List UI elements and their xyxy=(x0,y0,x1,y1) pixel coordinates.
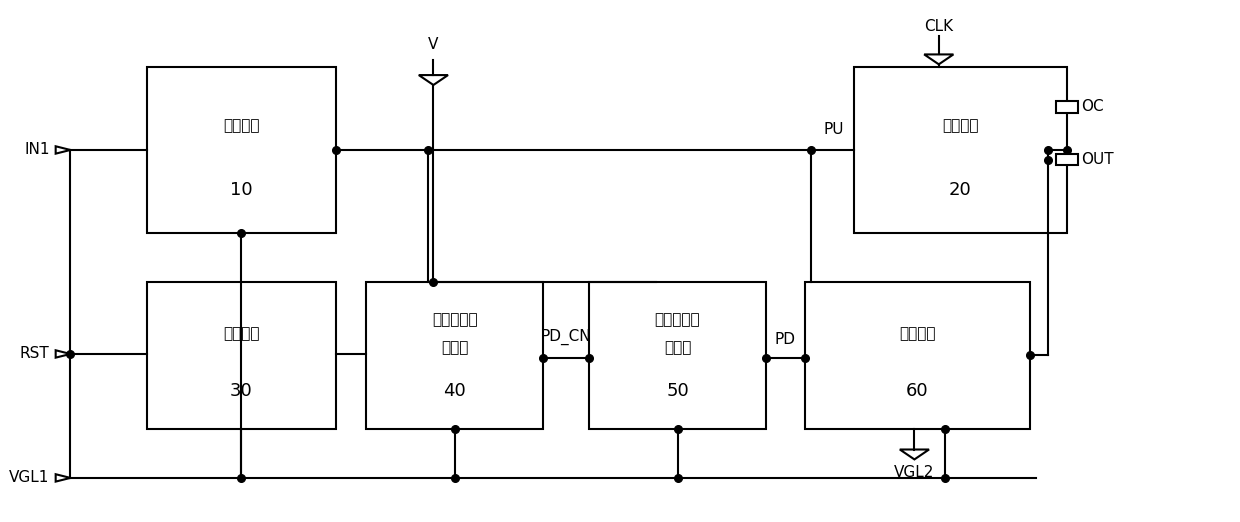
Text: OUT: OUT xyxy=(1081,152,1114,168)
Bar xyxy=(366,282,543,429)
Text: 制电路: 制电路 xyxy=(663,340,691,355)
Text: IN1: IN1 xyxy=(24,143,50,158)
Bar xyxy=(1055,101,1078,113)
Bar xyxy=(1055,155,1078,165)
Bar xyxy=(589,282,766,429)
Text: 50: 50 xyxy=(666,382,689,399)
Bar xyxy=(805,282,1030,429)
Text: PD: PD xyxy=(774,332,795,347)
Bar xyxy=(148,282,336,429)
Text: CLK: CLK xyxy=(924,19,954,34)
Text: 下拉电路: 下拉电路 xyxy=(899,326,936,341)
Text: 制电路: 制电路 xyxy=(441,340,469,355)
Text: PD_CN: PD_CN xyxy=(541,329,591,345)
Text: 10: 10 xyxy=(231,181,253,199)
Text: 30: 30 xyxy=(231,382,253,399)
Text: VGL1: VGL1 xyxy=(9,470,50,485)
Text: PU: PU xyxy=(823,122,843,137)
Text: 输入电路: 输入电路 xyxy=(223,117,259,133)
Text: 输出电路: 输出电路 xyxy=(942,117,978,133)
Text: 第二下拉控: 第二下拉控 xyxy=(655,313,701,327)
Bar xyxy=(148,67,336,233)
Text: 40: 40 xyxy=(443,382,466,399)
Text: 20: 20 xyxy=(949,181,971,199)
Text: RST: RST xyxy=(20,347,50,361)
Text: 复位电路: 复位电路 xyxy=(223,326,259,341)
Text: OC: OC xyxy=(1081,100,1104,114)
Bar xyxy=(853,67,1066,233)
Text: VGL2: VGL2 xyxy=(894,465,935,480)
Text: 60: 60 xyxy=(906,382,929,399)
Text: V: V xyxy=(428,37,439,52)
Text: 第一下拉控: 第一下拉控 xyxy=(432,313,477,327)
